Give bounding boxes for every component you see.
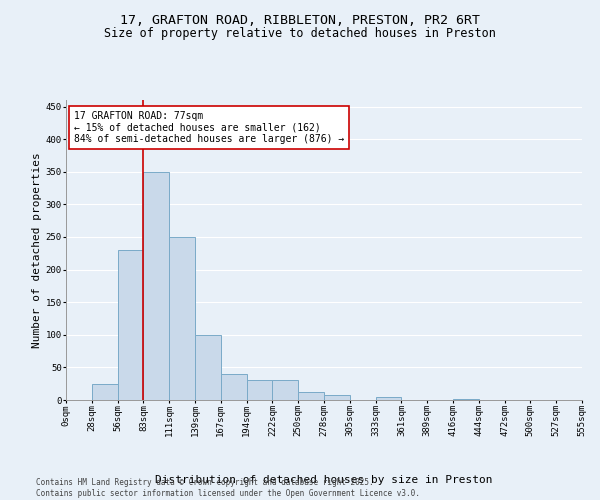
Text: Contains HM Land Registry data © Crown copyright and database right 2025.
Contai: Contains HM Land Registry data © Crown c… bbox=[36, 478, 420, 498]
Text: Size of property relative to detached houses in Preston: Size of property relative to detached ho… bbox=[104, 28, 496, 40]
Bar bbox=[298, 392, 324, 400]
Y-axis label: Number of detached properties: Number of detached properties bbox=[32, 152, 41, 348]
Bar bbox=[247, 380, 272, 400]
Bar bbox=[195, 335, 221, 400]
Text: 17, GRAFTON ROAD, RIBBLETON, PRESTON, PR2 6RT: 17, GRAFTON ROAD, RIBBLETON, PRESTON, PR… bbox=[120, 14, 480, 27]
Bar bbox=[92, 384, 118, 400]
X-axis label: Distribution of detached houses by size in Preston: Distribution of detached houses by size … bbox=[155, 476, 493, 486]
Bar bbox=[376, 396, 401, 400]
Bar bbox=[272, 380, 298, 400]
Bar bbox=[118, 250, 143, 400]
Text: 17 GRAFTON ROAD: 77sqm
← 15% of detached houses are smaller (162)
84% of semi-de: 17 GRAFTON ROAD: 77sqm ← 15% of detached… bbox=[74, 111, 344, 144]
Bar bbox=[453, 398, 479, 400]
Bar bbox=[221, 374, 247, 400]
Bar bbox=[169, 237, 195, 400]
Bar bbox=[143, 172, 169, 400]
Bar bbox=[324, 395, 350, 400]
